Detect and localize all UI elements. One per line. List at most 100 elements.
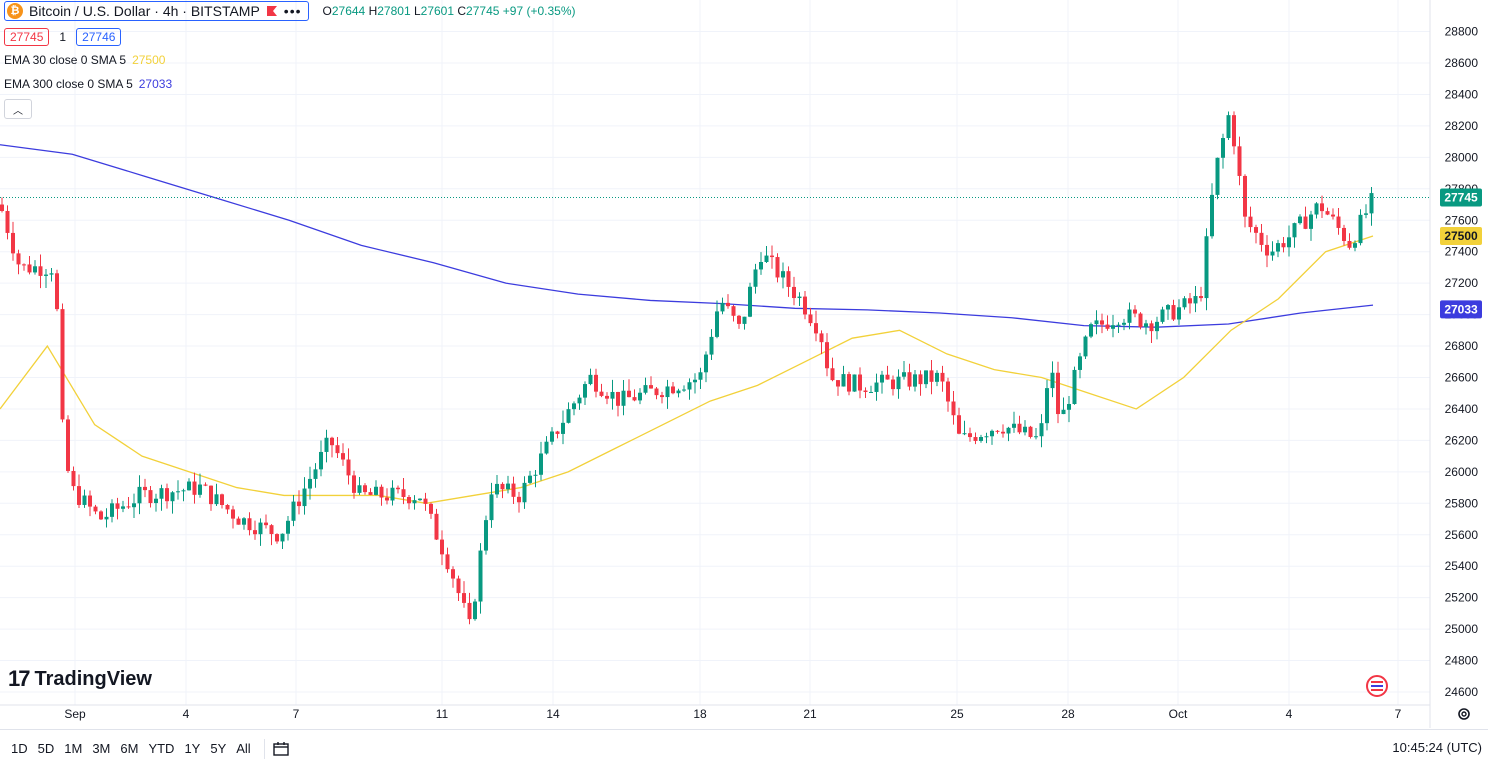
candle-body [434,513,439,540]
candle-body [1336,216,1341,228]
candle-body [715,311,719,337]
buy-button[interactable]: 27746 [76,28,122,46]
candle-body [1122,322,1126,325]
candle-body [1270,251,1275,256]
candle-body [423,498,428,504]
candle-body [561,422,565,434]
candle-body [1017,423,1022,433]
candle-body [935,372,939,382]
timeframe-1d[interactable]: 1D [11,741,28,756]
candle-body [335,445,340,454]
candle-body [286,520,290,534]
price-tick-label: 25400 [1445,559,1479,573]
candle-body [775,257,780,278]
candle-body [346,459,351,476]
price-tick-label: 28800 [1445,25,1479,39]
candle-body [1127,309,1132,323]
candle-body [819,333,824,343]
candle-body [891,379,895,390]
candle-body [863,390,868,393]
timeframe-5d[interactable]: 5D [37,741,55,756]
candle-body [1116,324,1121,326]
candle-body [577,397,582,404]
candle-body [704,354,708,373]
candle-body [500,483,505,490]
candle-body [847,374,851,392]
timeframe-ytd[interactable]: YTD [148,741,175,756]
candle-body [1072,369,1077,404]
settings-gear-icon[interactable] [1454,704,1474,724]
candle-body [489,494,494,521]
indicator-ema300[interactable]: EMA 300 close 0 SMA 5 27033 [4,77,173,91]
timeframe-1m[interactable]: 1M [64,741,83,756]
timeframe-3m[interactable]: 3M [92,741,111,756]
candle-body [258,522,263,535]
candle-body [456,578,461,594]
flag-emoji-icon[interactable] [1364,675,1390,697]
candle-body [1276,243,1280,252]
candle-body [1105,324,1110,329]
candle-body [484,520,488,551]
candle-body [786,271,791,287]
candle-body [148,490,153,504]
candle-body [907,372,912,387]
candle-body [341,453,345,460]
symbol-selector[interactable]: ₿ Bitcoin / U.S. Dollar · 4h · BITSTAMP … [4,1,309,21]
timeframe-5y[interactable]: 5Y [210,741,227,756]
candle-body [533,474,538,476]
candle-body [1248,216,1253,228]
candle-body [1342,227,1346,241]
candle-body [506,483,510,490]
candle-body [77,486,81,505]
price-tick-label: 26200 [1445,433,1479,447]
candle-body [187,481,191,491]
calendar-range-icon[interactable] [273,741,291,757]
candle-body [594,374,598,392]
candle-body [858,374,862,391]
candle-body [588,374,593,385]
candle-body [720,302,725,312]
candle-body [1309,214,1313,229]
quantity[interactable]: 1 [59,30,67,44]
ema30-line [0,235,1374,504]
candle-body [401,489,406,498]
sell-button[interactable]: 27745 [4,28,50,46]
time-tick-label: 25 [950,707,964,721]
more-options-icon[interactable]: ••• [283,3,302,19]
candle-body [990,430,994,437]
time-tick-label: 11 [436,707,449,721]
price-tick-label: 24800 [1445,654,1479,668]
collapse-legend-button[interactable]: ︿ [4,99,32,119]
candle-body [1056,372,1060,415]
timeframe-6m[interactable]: 6M [120,741,139,756]
price-tick-label: 25200 [1445,591,1479,605]
tradingview-logo[interactable]: 17 TradingView [8,666,152,691]
candle-body [104,516,109,520]
candle-body [825,342,829,369]
candle-body [269,525,274,535]
clock-time[interactable]: 10:45:24 (UTC) [1392,740,1482,755]
indicator-ema30[interactable]: EMA 30 close 0 SMA 5 27500 [4,53,166,67]
candle-body [660,395,664,398]
candle-body [308,478,312,489]
candle-body [621,390,626,406]
ema30-path [0,235,1374,504]
flag-icon[interactable] [266,5,278,17]
candle-body [643,385,648,393]
candle-body [11,232,15,254]
candle-body [236,518,241,525]
candle-body [495,483,499,495]
candle-body [605,395,609,399]
candle-body [759,261,763,270]
candle-body [1204,236,1209,299]
candle-body [627,390,631,398]
candle-body [467,602,472,620]
candle-body [264,522,268,526]
candle-body [555,431,560,434]
timeframe-all[interactable]: All [236,741,251,756]
candle-body [1281,243,1286,248]
candle-body [137,486,142,504]
timeframe-1y[interactable]: 1Y [184,741,201,756]
candle-body [1039,423,1044,437]
